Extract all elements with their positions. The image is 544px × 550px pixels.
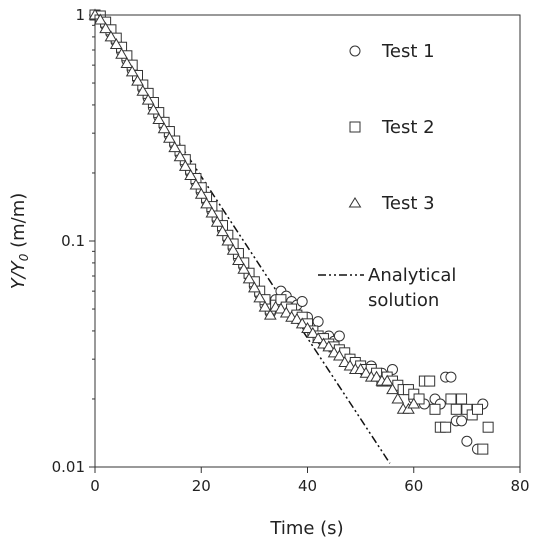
data-point-test-3 (147, 103, 160, 115)
data-point-test-1 (333, 330, 345, 342)
data-point-test-2 (445, 393, 457, 405)
y-tick-label: 0.01 (52, 458, 85, 476)
data-point-test-3 (311, 332, 325, 344)
data-point-test-2 (456, 393, 468, 405)
y-tick-label: 0.1 (61, 232, 85, 250)
data-point-test-1 (445, 371, 457, 383)
data-point-test-3 (306, 326, 320, 338)
data-point-test-3 (189, 178, 203, 190)
data-point-test-3 (322, 340, 336, 352)
data-point-test-3 (301, 322, 314, 334)
legend-label-analytical-2: solution (368, 290, 439, 311)
data-point-test-3 (200, 197, 213, 209)
data-points (88, 8, 494, 455)
x-tick-label: 0 (90, 477, 100, 495)
legend-square-marker (349, 121, 361, 133)
legend-item-analytical: Analytical solution (318, 265, 456, 311)
data-point-test-3 (115, 47, 128, 59)
data-point-test-3 (258, 300, 272, 312)
data-point-test-3 (184, 168, 197, 180)
data-point-test-3 (221, 234, 235, 246)
data-point-test-3 (274, 302, 288, 314)
data-point-test-2 (450, 403, 462, 415)
data-point-test-3 (141, 93, 155, 105)
data-point-test-3 (163, 131, 176, 143)
data-point-test-3 (226, 243, 240, 255)
data-point-test-2 (477, 443, 489, 455)
data-point-test-2 (424, 375, 436, 387)
data-point-test-3 (168, 141, 182, 153)
y-axis-title: Y/Y0 (m/m) (8, 193, 31, 290)
data-point-test-3 (237, 262, 251, 274)
legend-label-test-2: Test 2 (381, 117, 435, 138)
data-point-test-3 (136, 84, 150, 96)
data-point-test-3 (333, 349, 346, 361)
data-point-test-3 (290, 312, 304, 324)
data-point-test-3 (248, 281, 261, 293)
data-point-test-3 (93, 13, 107, 25)
data-point-test-3 (279, 306, 293, 318)
data-point-test-3 (407, 397, 421, 409)
x-ticks: 0 20 40 60 80 (90, 467, 530, 495)
data-point-test-3 (99, 22, 112, 34)
data-point-test-2 (482, 421, 494, 433)
data-point-test-3 (295, 317, 309, 329)
data-point-test-3 (380, 374, 394, 386)
data-point-test-3 (120, 57, 134, 69)
data-point-test-3 (391, 392, 405, 404)
data-point-test-3 (194, 187, 208, 199)
data-point-test-3 (178, 159, 192, 171)
y-tick-label: 1 (75, 6, 85, 24)
data-point-test-3 (131, 74, 144, 86)
data-point-test-3 (157, 122, 171, 134)
data-point-test-3 (359, 366, 373, 378)
data-point-test-3 (242, 272, 256, 284)
data-point-test-3 (402, 402, 415, 414)
data-point-test-1 (456, 415, 468, 427)
legend-label-test-1: Test 1 (381, 41, 435, 62)
data-point-test-1 (296, 295, 308, 307)
data-point-test-1 (461, 435, 473, 447)
y-ticks: 0.01 0.1 1 (52, 6, 95, 476)
data-point-test-2 (472, 403, 483, 415)
data-point-test-3 (232, 253, 245, 265)
x-axis-title: Time (s) (269, 518, 343, 539)
data-point-test-3 (104, 30, 118, 42)
x-tick-label: 40 (298, 477, 317, 495)
data-point-test-3 (173, 150, 187, 162)
data-point-test-3 (210, 215, 224, 227)
data-point-test-3 (370, 370, 383, 382)
data-point-test-1 (312, 316, 324, 328)
legend-triangle-marker (348, 197, 362, 208)
legend-label-analytical-1: Analytical (368, 265, 456, 286)
x-tick-label: 60 (404, 477, 423, 495)
data-point-test-3 (109, 38, 123, 50)
data-point-test-3 (253, 291, 267, 303)
legend-item-test-1: Test 1 (349, 41, 435, 62)
legend: Test 1 Test 2 Test 3 Analytical solution (318, 41, 456, 311)
data-point-test-2 (429, 403, 441, 415)
legend-item-test-2: Test 2 (349, 117, 435, 138)
data-point-test-2 (440, 421, 452, 433)
data-point-test-3 (386, 383, 399, 395)
data-point-test-3 (216, 225, 229, 237)
data-point-test-3 (263, 308, 277, 320)
data-point-test-3 (125, 65, 139, 77)
x-tick-label: 20 (192, 477, 211, 495)
plot-frame (94, 14, 521, 468)
legend-item-test-3: Test 3 (348, 193, 435, 214)
legend-label-test-3: Test 3 (381, 193, 435, 214)
data-point-test-3 (354, 363, 367, 375)
legend-circle-marker (349, 45, 361, 57)
x-tick-label: 80 (510, 477, 529, 495)
data-point-test-3 (152, 112, 166, 124)
data-point-test-3 (205, 206, 219, 218)
